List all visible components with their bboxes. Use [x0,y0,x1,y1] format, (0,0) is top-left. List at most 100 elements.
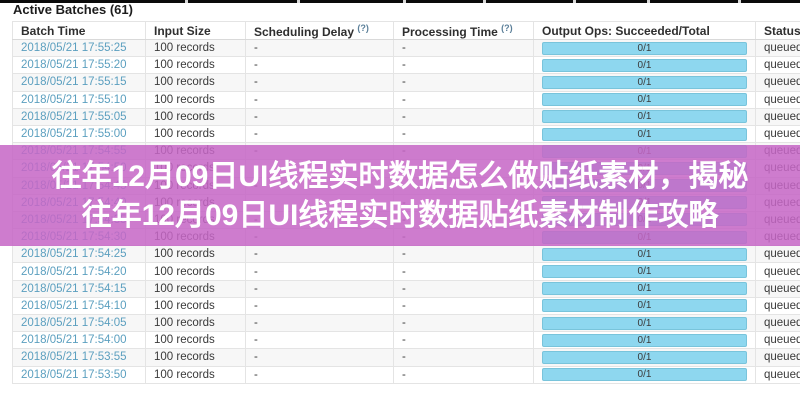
topbar-notch [647,0,650,3]
output-ops-progress-bar: 0/1 [542,41,747,55]
input-size-cell: 100 records [145,365,246,384]
input-size-cell: 100 records [145,296,246,316]
output-ops-value: 0/1 [637,334,652,346]
input-size-cell: 100 records [145,38,246,58]
batch-time-link[interactable]: 2018/05/21 17:53:55 [21,351,127,364]
processing-time-cell: - [393,279,534,298]
output-ops-value: 0/1 [637,76,652,88]
output-ops-cell: 0/1 [533,331,756,350]
input-size-cell: 100 records [145,331,246,350]
processing-time-cell: - [393,313,534,333]
batch-time-cell: 2018/05/21 17:54:05 [12,313,146,333]
output-ops-value: 0/1 [637,369,652,381]
batch-time-link[interactable]: 2018/05/21 17:54:05 [21,317,127,330]
status-cell: queued [755,331,800,350]
output-ops-progress-bar: 0/1 [542,368,747,382]
batch-time-link[interactable]: 2018/05/21 17:54:25 [21,248,127,261]
processing-time-cell: - [393,262,534,281]
table-row: 2018/05/21 17:55:20 100 records - - 0/1 … [12,56,800,75]
table-row: 2018/05/21 17:54:05 100 records - - 0/1 … [12,313,800,333]
status-cell: queued [755,296,800,316]
batch-time-cell: 2018/05/21 17:55:05 [12,107,146,126]
processing-time-cell: - [393,348,534,367]
status-cell: queued [755,107,800,126]
input-size-cell: 100 records [145,90,246,109]
output-ops-cell: 0/1 [533,279,756,298]
status-cell: queued [755,38,800,58]
batch-time-cell: 2018/05/21 17:53:55 [12,348,146,367]
table-row: 2018/05/21 17:55:10 100 records - - 0/1 … [12,90,800,109]
processing-time-cell: - [393,365,534,384]
output-ops-cell: 0/1 [533,107,756,126]
scheduling-delay-cell: - [245,124,394,144]
processing-time-cell: - [393,38,534,58]
input-size-cell: 100 records [145,262,246,281]
help-tooltip-icon[interactable]: (?) [357,22,369,33]
batch-time-link[interactable]: 2018/05/21 17:55:15 [21,76,127,89]
batch-time-link[interactable]: 2018/05/21 17:54:15 [21,282,127,295]
output-ops-progress-bar: 0/1 [542,247,747,261]
batch-time-link[interactable]: 2018/05/21 17:54:10 [21,299,127,312]
scheduling-delay-cell: - [245,365,394,384]
output-ops-cell: 0/1 [533,56,756,75]
output-ops-value: 0/1 [637,59,652,71]
output-ops-cell: 0/1 [533,124,756,144]
output-ops-cell: 0/1 [533,296,756,316]
table-header-row: Batch Time Input Size Scheduling Delay (… [12,21,800,40]
help-tooltip-icon[interactable]: (?) [501,22,513,33]
batch-time-link[interactable]: 2018/05/21 17:54:20 [21,265,127,278]
topbar-notch [185,0,188,3]
output-ops-progress-bar: 0/1 [542,333,747,347]
page-title: Active Batches (61) [13,2,133,17]
table-row: 2018/05/21 17:54:10 100 records - - 0/1 … [12,296,800,316]
table-row: 2018/05/21 17:54:25 100 records - - 0/1 … [12,245,800,264]
batch-time-link[interactable]: 2018/05/21 17:55:10 [21,93,127,106]
status-cell: queued [755,365,800,384]
output-ops-progress-bar: 0/1 [542,282,747,296]
output-ops-cell: 0/1 [533,245,756,264]
output-ops-value: 0/1 [637,128,652,140]
col-header-scheduling-delay: Scheduling Delay (?) [245,21,394,40]
table-row: 2018/05/21 17:53:50 100 records - - 0/1 … [12,365,800,384]
batch-time-link[interactable]: 2018/05/21 17:53:50 [21,368,127,381]
status-cell: queued [755,90,800,109]
table-row: 2018/05/21 17:54:15 100 records - - 0/1 … [12,279,800,298]
scheduling-delay-cell: - [245,73,394,92]
scheduling-delay-cell: - [245,296,394,316]
scheduling-delay-cell: - [245,313,394,333]
col-header-batch-time: Batch Time [12,21,146,40]
output-ops-value: 0/1 [637,283,652,295]
scheduling-delay-cell: - [245,56,394,75]
batch-time-cell: 2018/05/21 17:55:20 [12,56,146,75]
batch-time-link[interactable]: 2018/05/21 17:55:05 [21,110,127,123]
table-row: 2018/05/21 17:53:55 100 records - - 0/1 … [12,348,800,367]
topbar-notch [573,0,576,3]
scheduling-delay-cell: - [245,107,394,126]
processing-time-cell: - [393,73,534,92]
processing-time-cell: - [393,124,534,144]
output-ops-value: 0/1 [637,111,652,123]
table-row: 2018/05/21 17:55:00 100 records - - 0/1 … [12,124,800,144]
scheduling-delay-cell: - [245,331,394,350]
table-row: 2018/05/21 17:55:25 100 records - - 0/1 … [12,38,800,58]
batch-time-link[interactable]: 2018/05/21 17:55:25 [21,42,127,55]
batch-time-cell: 2018/05/21 17:54:15 [12,279,146,298]
output-ops-cell: 0/1 [533,90,756,109]
status-cell: queued [755,262,800,281]
batch-time-cell: 2018/05/21 17:55:00 [12,124,146,144]
output-ops-value: 0/1 [637,351,652,363]
output-ops-value: 0/1 [637,266,652,278]
output-ops-progress-bar: 0/1 [542,75,747,89]
batch-time-link[interactable]: 2018/05/21 17:55:20 [21,59,127,72]
batch-time-link[interactable]: 2018/05/21 17:54:00 [21,334,127,347]
sticker-overlay-banner: 往年12月09日UI线程实时数据怎么做贴纸素材，揭秘 往年12月09日UI线程实… [0,145,800,246]
scheduling-delay-cell: - [245,245,394,264]
output-ops-cell: 0/1 [533,38,756,58]
batch-time-link[interactable]: 2018/05/21 17:55:00 [21,128,127,141]
output-ops-cell: 0/1 [533,365,756,384]
output-ops-value: 0/1 [637,248,652,260]
output-ops-progress-bar: 0/1 [542,350,747,364]
processing-time-cell: - [393,245,534,264]
batch-time-cell: 2018/05/21 17:55:15 [12,73,146,92]
